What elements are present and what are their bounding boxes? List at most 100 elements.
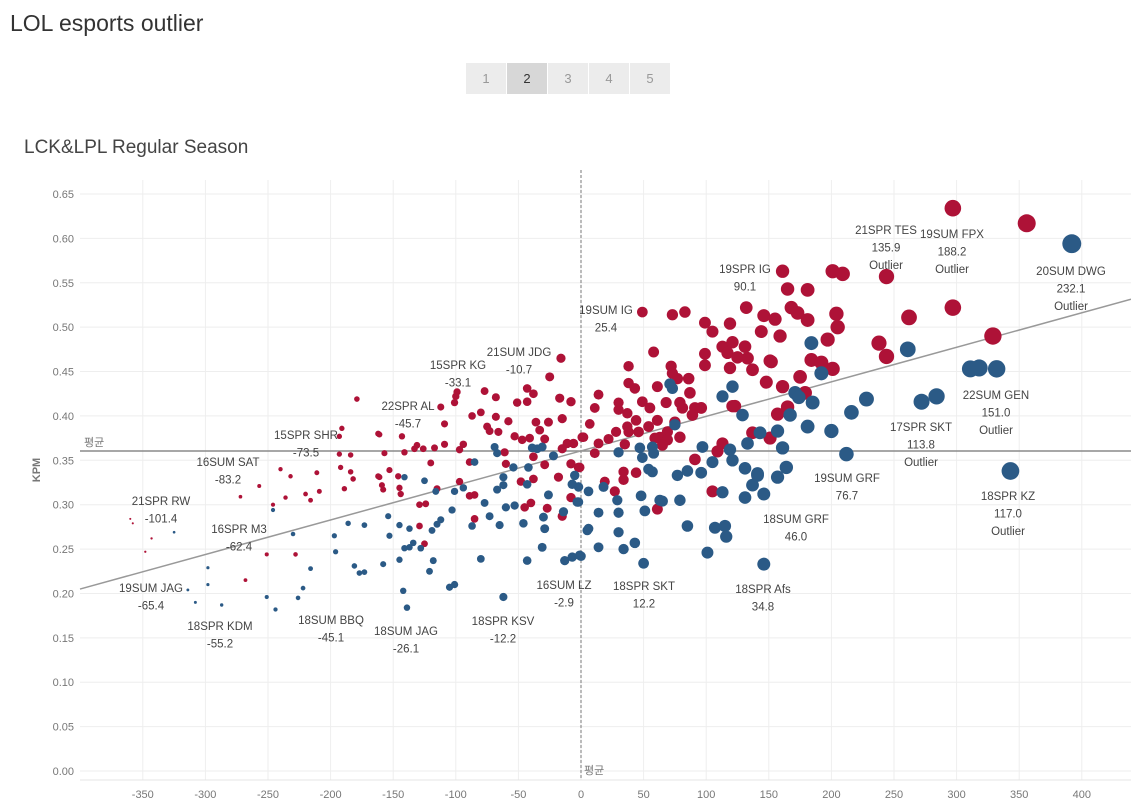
y-tick-label: 0.65 [53,189,74,201]
data-point [984,327,1002,345]
data-point [500,448,509,457]
data-point [681,465,694,477]
data-point [476,554,485,563]
y-tick-label: 0.10 [53,677,74,689]
x-tick-label: 50 [637,789,649,800]
data-point [589,403,600,413]
y-tick-label: 0.05 [53,722,74,734]
data-point [589,448,600,459]
data-point [501,459,510,468]
point-annotation: 19SUM IG [579,305,633,317]
data-point [567,552,577,562]
data-point [736,408,749,422]
data-point [636,306,648,318]
data-point [490,442,499,452]
data-point [395,473,402,480]
data-point [800,419,815,434]
data-point [775,441,790,455]
data-point [494,427,503,436]
data-point [238,494,243,499]
page-button-5[interactable]: 5 [630,63,670,94]
data-point [172,530,176,534]
data-point [295,595,301,601]
data-point [741,351,754,365]
x-tick-label: 150 [760,789,778,800]
data-point [264,594,269,600]
data-point [380,486,387,493]
data-point [535,425,545,435]
data-point [610,426,622,438]
point-annotation: 22SUM GEN [963,390,1029,402]
point-annotation: -45.1 [318,633,344,645]
data-point [522,384,532,393]
data-point [354,396,360,402]
point-annotation: 18SUM GRF [763,514,829,526]
data-point [634,442,646,454]
x-tick-label: -350 [132,789,154,800]
data-point [746,363,759,377]
data-point [638,557,649,569]
data-point [386,466,393,474]
y-tick-label: 0.45 [53,367,74,379]
y-tick-label: 0.40 [53,411,74,423]
data-point [517,435,527,445]
point-annotation: 21SPR TES [855,225,917,237]
data-point [150,537,153,540]
page-button-4[interactable]: 4 [589,63,629,94]
point-annotation: -73.5 [293,448,319,460]
x-tick-label: -200 [320,789,342,800]
data-point [899,341,916,358]
data-point [270,502,276,507]
point-annotation: 90.1 [734,282,756,294]
data-point [293,552,298,557]
point-annotation: 18SPR KSV [472,616,535,628]
data-point [696,441,709,453]
data-point [901,309,917,326]
data-point [757,487,771,501]
data-point [431,444,438,452]
data-point [522,397,532,407]
point-annotation: 34.8 [752,602,774,614]
data-point [612,495,623,506]
page-button-3[interactable]: 3 [548,63,588,94]
data-point [283,495,288,500]
data-point [649,432,661,444]
data-point [682,372,695,385]
data-point [468,522,476,530]
data-point [718,519,732,533]
data-point [726,454,739,467]
page-button-1[interactable]: 1 [466,63,506,94]
data-point [416,522,423,530]
data-point [726,380,739,393]
point-annotation: 113.8 [907,440,935,452]
point-annotation: 18SUM BBQ [298,615,364,627]
data-point [336,433,343,439]
data-point [716,486,729,499]
point-annotation: 76.7 [836,491,858,503]
data-point [542,503,552,513]
data-point [695,402,708,414]
data-point [416,501,423,509]
data-point [706,485,719,498]
data-point [341,486,348,492]
y-tick-label: 0.55 [53,278,74,290]
data-point [510,501,519,510]
point-annotation: -101.4 [145,514,178,526]
data-point [510,432,519,441]
data-point [681,520,694,532]
data-point [643,421,655,432]
page-button-2[interactable]: 2 [507,63,547,94]
point-annotation: 117.0 [994,509,1022,521]
data-point [186,588,190,592]
data-point [770,424,785,438]
data-point [738,461,752,475]
point-annotation: -10.7 [506,365,532,377]
axes: -350 -300 -250 -200 -150 -100 -50 0 50 100 150 200 2… [31,189,1131,800]
data-point [720,530,733,543]
data-point [385,513,392,520]
data-point [858,391,874,407]
data-point [666,309,679,321]
data-point [746,478,759,492]
data-point [970,359,988,377]
